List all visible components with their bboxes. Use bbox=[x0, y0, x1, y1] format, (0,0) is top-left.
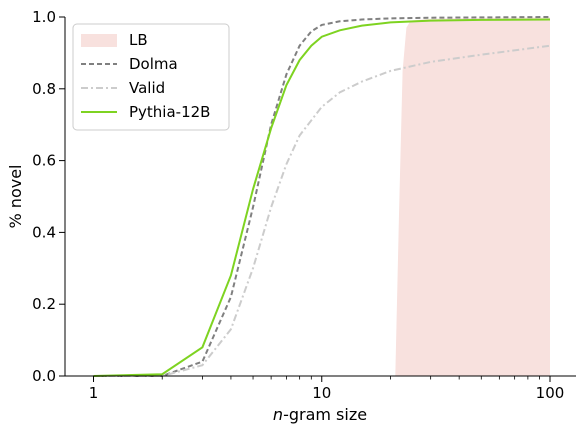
x-tick-label: 10 bbox=[312, 384, 331, 402]
y-tick-label: 0.0 bbox=[32, 367, 56, 385]
ticks: 1 10 100 0.0 0.2 0.4 0.6 0.8 1.0 bbox=[32, 8, 564, 402]
x-axis-label-rest: -gram size bbox=[283, 405, 367, 424]
legend-label-lb: LB bbox=[129, 31, 148, 49]
legend-box bbox=[72, 23, 230, 131]
legend-swatch-lb bbox=[81, 34, 117, 47]
x-tick-label: 1 bbox=[89, 384, 99, 402]
y-tick-label: 0.4 bbox=[32, 223, 56, 241]
axes bbox=[64, 17, 576, 377]
x-axis-label: n-gram size bbox=[273, 405, 367, 424]
series-line-pythia-12b bbox=[93, 18, 551, 377]
legend: LB Dolma Valid Pythia-12B bbox=[72, 23, 230, 131]
y-tick-label: 1.0 bbox=[32, 8, 56, 26]
legend-label-valid: Valid bbox=[129, 79, 165, 97]
plot-area bbox=[93, 16, 551, 377]
y-tick-label: 0.6 bbox=[32, 152, 56, 170]
series-line-dolma bbox=[93, 16, 551, 377]
y-axis-label: % novel bbox=[6, 165, 25, 229]
x-tick-label: 100 bbox=[536, 384, 565, 402]
series-line-valid bbox=[93, 44, 551, 377]
legend-label-pythia-12b: Pythia-12B bbox=[129, 103, 210, 121]
y-tick-label: 0.8 bbox=[32, 80, 56, 98]
y-tick-label: 0.2 bbox=[32, 295, 56, 313]
legend-label-dolma: Dolma bbox=[129, 55, 178, 73]
x-axis-label-italic: n bbox=[273, 405, 283, 424]
lb-shaded-area bbox=[395, 17, 550, 377]
